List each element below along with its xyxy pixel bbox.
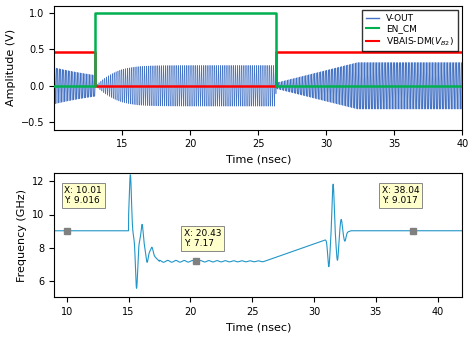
X-axis label: Time (nsec): Time (nsec) [226,322,291,333]
Text: X: 10.01
Y: 9.016: X: 10.01 Y: 9.016 [64,186,102,205]
Y-axis label: Amplitude (V): Amplitude (V) [6,29,16,106]
Text: X: 20.43
Y: 7.17: X: 20.43 Y: 7.17 [184,228,222,248]
Text: X: 38.04
Y: 9.017: X: 38.04 Y: 9.017 [382,186,419,205]
Y-axis label: Frequency (GHz): Frequency (GHz) [17,189,27,282]
Legend: V-OUT, EN_CM, VBAIS-DM($V_{B2}$): V-OUT, EN_CM, VBAIS-DM($V_{B2}$) [362,10,458,51]
X-axis label: Time (nsec): Time (nsec) [226,155,291,165]
